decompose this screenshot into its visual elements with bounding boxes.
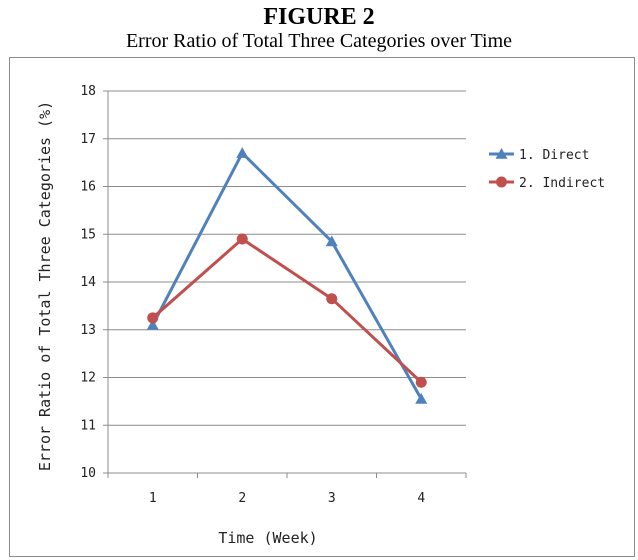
legend-marker <box>496 176 507 188</box>
y-tick-label: 15 <box>80 227 96 242</box>
series-1 <box>146 147 428 404</box>
data-point <box>326 293 338 305</box>
x-tick-label: 3 <box>328 491 336 506</box>
figure-number: FIGURE 2 <box>263 4 375 30</box>
series-line <box>151 237 423 384</box>
x-axis-label: Time (Week) <box>218 529 317 547</box>
legend-marker <box>495 148 508 159</box>
data-point <box>146 318 159 330</box>
x-tick-label: 2 <box>238 491 246 506</box>
series-2 <box>147 233 427 388</box>
legend-label: 2. Indirect <box>519 176 605 191</box>
y-tick-label: 17 <box>80 132 96 147</box>
y-tick-label: 11 <box>80 418 96 433</box>
legend-label: 1. Direct <box>519 148 589 163</box>
y-tick-label: 14 <box>80 275 96 290</box>
legend-item-1: 1. Direct <box>489 148 589 163</box>
chart-frame <box>9 57 635 557</box>
y-tick-labels: 10 11 12 13 14 15 16 17 18 <box>80 84 108 481</box>
data-point <box>236 233 248 245</box>
y-tick-label: 16 <box>80 180 96 195</box>
data-point <box>236 147 249 158</box>
y-tick-label: 18 <box>80 84 96 99</box>
legend-item-2: 2. Indirect <box>489 176 605 191</box>
data-point <box>147 312 159 324</box>
x-tick-labels: 1 2 3 4 <box>107 473 467 506</box>
y-tick-label: 10 <box>80 466 96 481</box>
y-axis-label: Error Ratio of Total Three Categories (%… <box>36 101 54 471</box>
data-point <box>415 392 428 404</box>
y-tick-label: 13 <box>80 323 96 338</box>
gridlines <box>108 90 466 426</box>
x-tick-label: 4 <box>417 491 425 506</box>
x-tick-label: 1 <box>149 491 157 506</box>
y-tick-label: 12 <box>80 371 96 386</box>
data-point <box>415 376 427 388</box>
series-line <box>151 151 423 400</box>
series <box>146 147 428 404</box>
legend: 1. Direct 2. Indirect <box>489 148 605 191</box>
figure-caption: Error Ratio of Total Three Categories ov… <box>125 30 513 52</box>
data-point <box>325 235 338 247</box>
